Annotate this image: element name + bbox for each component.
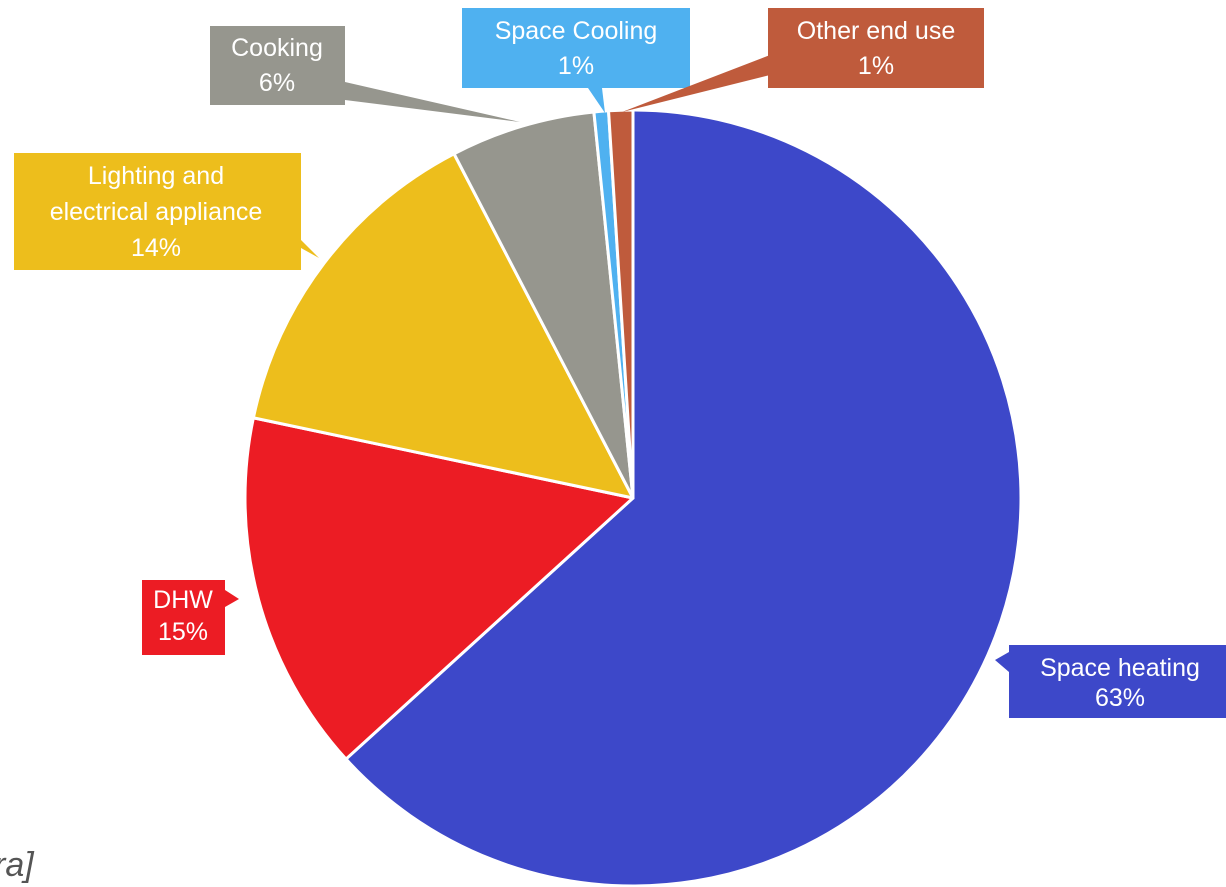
- callout-value-space-heating: 63%: [1095, 684, 1145, 712]
- pie-slice-cooking: [452, 110, 635, 500]
- callout-box-lighting: [14, 153, 319, 270]
- callout-label-dhw: DHW: [153, 586, 213, 614]
- callout-lighting: Lighting and electrical appliance 14%: [14, 153, 319, 270]
- callout-label-space-heating: Space heating: [1040, 654, 1200, 682]
- callout-value-space-cooling: 1%: [558, 52, 594, 80]
- callout-dhw: DHW 15%: [142, 580, 239, 655]
- callout-value-lighting: 14%: [131, 234, 181, 262]
- callout-box-cooking: [210, 26, 345, 105]
- callout-box-space-heating: [995, 645, 1226, 718]
- callout-leader-space-cooling: [588, 88, 605, 113]
- pie-slices: [243, 108, 1023, 887]
- callout-label-lighting-line1: Lighting and: [88, 162, 224, 190]
- pie-callouts: Space heating 63% DHW 15% Lighting and e…: [14, 8, 1226, 718]
- pie-slice-space-heating: [344, 108, 1023, 887]
- callout-label-cooking: Cooking: [231, 34, 323, 62]
- callout-value-cooking: 6%: [259, 69, 295, 97]
- footnote-text: ra]: [0, 846, 34, 884]
- pie-slice-other-end-use: [607, 108, 635, 500]
- callout-cooking: Cooking 6%: [210, 26, 520, 122]
- pie-slice-dhw: [243, 416, 635, 761]
- callout-box-other-end-use: [768, 8, 984, 88]
- callout-label-other-end-use: Other end use: [797, 17, 955, 45]
- callout-leader-other-end-use: [622, 55, 770, 112]
- callout-box-space-cooling: [462, 8, 690, 88]
- callout-space-cooling: Space Cooling 1%: [462, 8, 690, 113]
- callout-box-dhw: [142, 580, 239, 655]
- callout-other-end-use: Other end use 1%: [622, 8, 984, 112]
- callout-value-other-end-use: 1%: [858, 52, 894, 80]
- callout-label-space-cooling: Space Cooling: [495, 17, 658, 45]
- pie-slice-lighting-and-electrical-appliance: [251, 152, 635, 500]
- callout-value-dhw: 15%: [158, 618, 208, 646]
- callout-space-heating: Space heating 63%: [995, 645, 1226, 718]
- callout-leader-cooking: [345, 82, 520, 122]
- callout-label-lighting-line2: electrical appliance: [50, 198, 263, 226]
